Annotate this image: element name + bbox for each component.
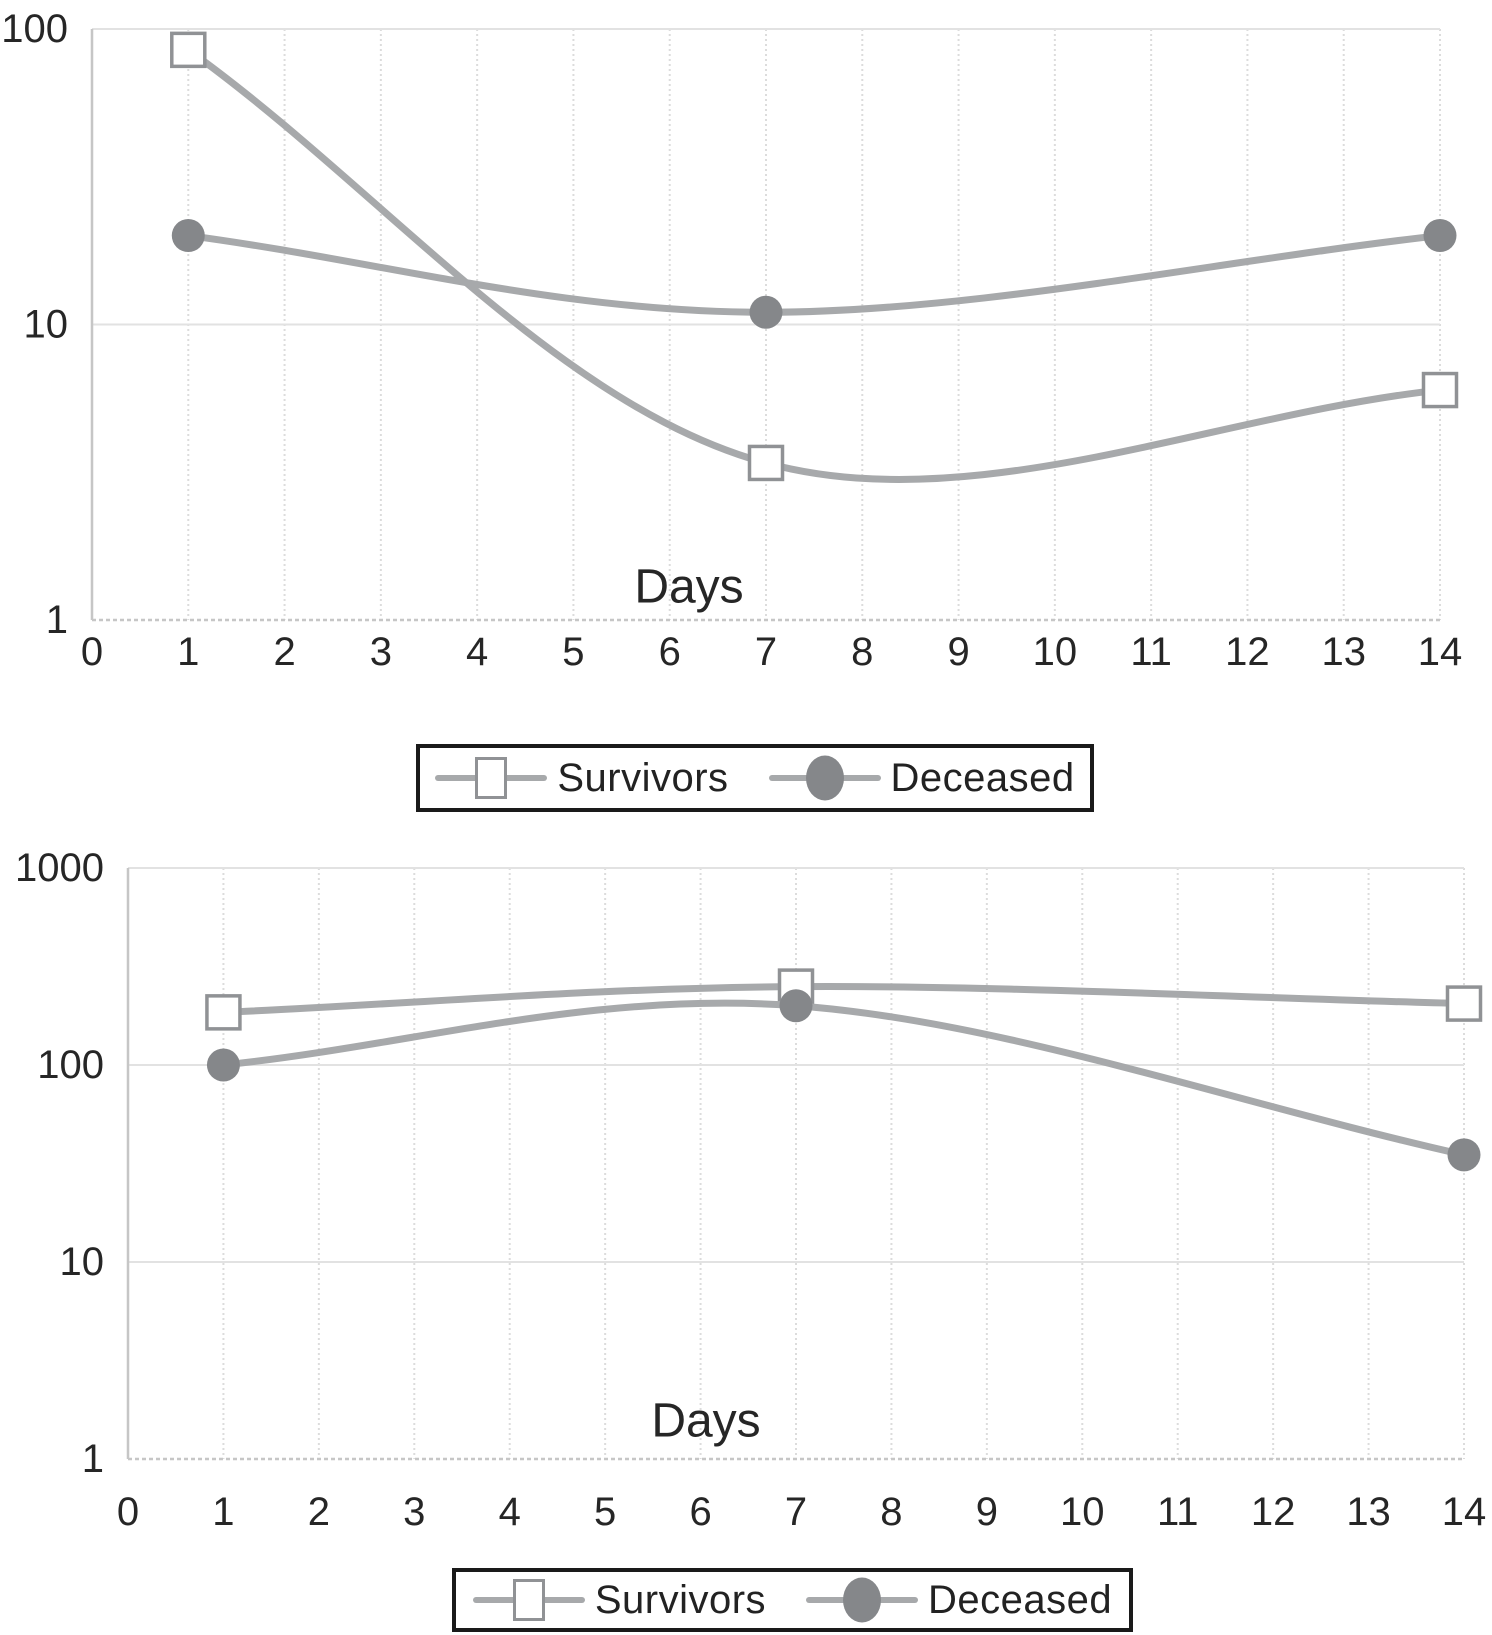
svg-text:11: 11	[1157, 1490, 1199, 1534]
svg-text:13: 13	[1321, 630, 1366, 674]
open-square-marker-icon	[472, 1576, 585, 1624]
svg-text:4: 4	[466, 630, 488, 674]
svg-text:10: 10	[60, 1240, 105, 1284]
svg-text:8: 8	[851, 630, 873, 674]
data-point-circle	[206, 1048, 240, 1082]
svg-text:1: 1	[46, 598, 68, 642]
svg-text:14: 14	[1442, 1490, 1487, 1534]
svg-text:10: 10	[24, 303, 69, 347]
legend-label-survivors: Survivors	[594, 1577, 767, 1622]
svg-text:1: 1	[212, 1490, 234, 1534]
svg-text:9: 9	[947, 630, 969, 674]
svg-text:2: 2	[273, 630, 295, 674]
open-square-marker-icon	[435, 754, 548, 802]
legend-label-deceased: Deceased	[890, 755, 1075, 800]
svg-text:5: 5	[562, 630, 584, 674]
svg-text:3: 3	[403, 1490, 425, 1534]
svg-text:12: 12	[1225, 630, 1270, 674]
series-deceased	[206, 989, 1481, 1172]
legend-entry-survivors: Survivors	[472, 1576, 767, 1624]
svg-text:0: 0	[81, 630, 103, 674]
x-axis-labels: 0 1 2 3 4 5 6 7 8 9 10 11 12 13 14	[81, 630, 1462, 674]
svg-text:100: 100	[1, 7, 68, 51]
data-point-circle	[749, 295, 783, 329]
data-point-circle	[171, 219, 205, 253]
svg-text:3: 3	[370, 630, 392, 674]
x-axis-title: Days	[651, 1395, 760, 1448]
svg-text:0: 0	[117, 1490, 139, 1534]
svg-text:14: 14	[1418, 630, 1463, 674]
data-point-square	[170, 31, 207, 69]
data-point-circle	[779, 989, 813, 1023]
legend-entry-deceased: Deceased	[768, 754, 1075, 802]
y-axis-labels: 1 10 100	[1, 7, 68, 642]
filled-circle-marker-icon	[806, 1576, 919, 1624]
svg-text:10: 10	[1060, 1490, 1105, 1534]
gridlines	[126, 867, 1465, 1461]
svg-text:1: 1	[82, 1437, 104, 1481]
svg-text:11: 11	[1130, 630, 1172, 674]
data-point-circle	[1447, 1138, 1481, 1172]
legend-label-deceased: Deceased	[928, 1577, 1113, 1622]
svg-text:4: 4	[499, 1490, 521, 1534]
data-point-square	[1421, 371, 1459, 409]
x-axis-labels: 0 1 2 3 4 5 6 7 8 9 10 11 12 13 14	[117, 1490, 1486, 1534]
legend-bottom: Survivors Deceased	[452, 1568, 1133, 1632]
y-axis-labels: 1 10 100 1000	[15, 846, 104, 1481]
svg-text:100: 100	[37, 1043, 104, 1087]
svg-text:5: 5	[594, 1490, 616, 1534]
data-point-square	[205, 994, 242, 1031]
data-point-circle	[1423, 219, 1457, 253]
data-point-square	[1445, 985, 1483, 1022]
svg-text:13: 13	[1346, 1490, 1391, 1534]
svg-text:12: 12	[1251, 1490, 1296, 1534]
legend-entry-deceased: Deceased	[806, 1576, 1112, 1624]
x-axis-title: Days	[634, 561, 743, 614]
svg-text:9: 9	[976, 1490, 998, 1534]
svg-text:8: 8	[880, 1490, 902, 1534]
svg-text:6: 6	[659, 630, 681, 674]
svg-text:7: 7	[755, 630, 777, 674]
filled-circle-marker-icon	[768, 754, 881, 802]
series-survivors	[170, 31, 1459, 483]
svg-text:1000: 1000	[15, 846, 104, 890]
legend-entry-survivors: Survivors	[435, 754, 728, 802]
series-deceased	[171, 219, 1457, 329]
svg-text:6: 6	[689, 1490, 711, 1534]
svg-text:7: 7	[785, 1490, 807, 1534]
svg-text:10: 10	[1033, 630, 1078, 674]
svg-text:1: 1	[177, 630, 199, 674]
series-survivors	[205, 968, 1483, 1031]
svg-text:2: 2	[308, 1490, 330, 1534]
legend-top: Survivors Deceased	[416, 744, 1094, 812]
legend-label-survivors: Survivors	[557, 755, 729, 800]
data-point-square	[747, 444, 785, 482]
